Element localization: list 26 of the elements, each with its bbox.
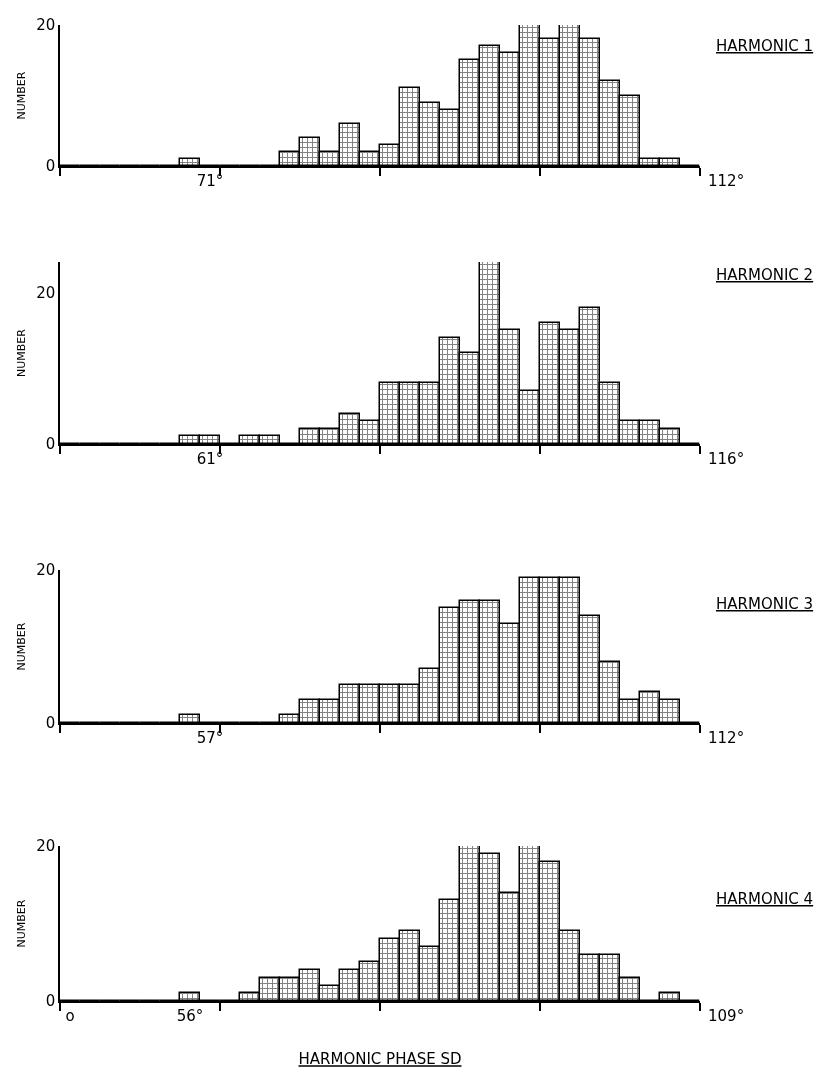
y-tick-label: 20 bbox=[36, 561, 56, 580]
y-tick-label: 0 bbox=[45, 992, 56, 1011]
x-tick-label: o bbox=[65, 1006, 75, 1025]
x-tick-label: 57° bbox=[196, 728, 224, 747]
y-axis-title: NUMBER bbox=[15, 622, 29, 671]
text: 109° bbox=[708, 1007, 745, 1025]
y-axis-title: NUMBER bbox=[15, 71, 29, 120]
text: HARMONIC 2 bbox=[716, 266, 814, 284]
x-tick-label: 56° bbox=[176, 1006, 204, 1025]
y-tick-label: 0 bbox=[45, 435, 56, 454]
x-tick-label: 61° bbox=[196, 449, 224, 468]
y-axis-title: NUMBER bbox=[15, 899, 29, 948]
y-tick-label: 20 bbox=[36, 16, 56, 35]
y-tick-label: 20 bbox=[36, 283, 56, 302]
text: 112° bbox=[708, 172, 745, 190]
y-tick-label: 20 bbox=[36, 837, 56, 856]
y-tick-label: 0 bbox=[45, 714, 56, 733]
text: HARMONIC 3 bbox=[716, 595, 814, 613]
x-axis-title: HARMONIC PHASE SD bbox=[298, 1050, 462, 1069]
text: HARMONIC 1 bbox=[716, 37, 814, 55]
y-tick-label: 0 bbox=[45, 157, 56, 176]
y-axis-title: NUMBER bbox=[15, 328, 29, 377]
text: HARMONIC 4 bbox=[716, 890, 814, 908]
text: 112° bbox=[708, 729, 745, 747]
x-tick-label: 71° bbox=[196, 171, 224, 190]
text: 116° bbox=[708, 450, 745, 468]
